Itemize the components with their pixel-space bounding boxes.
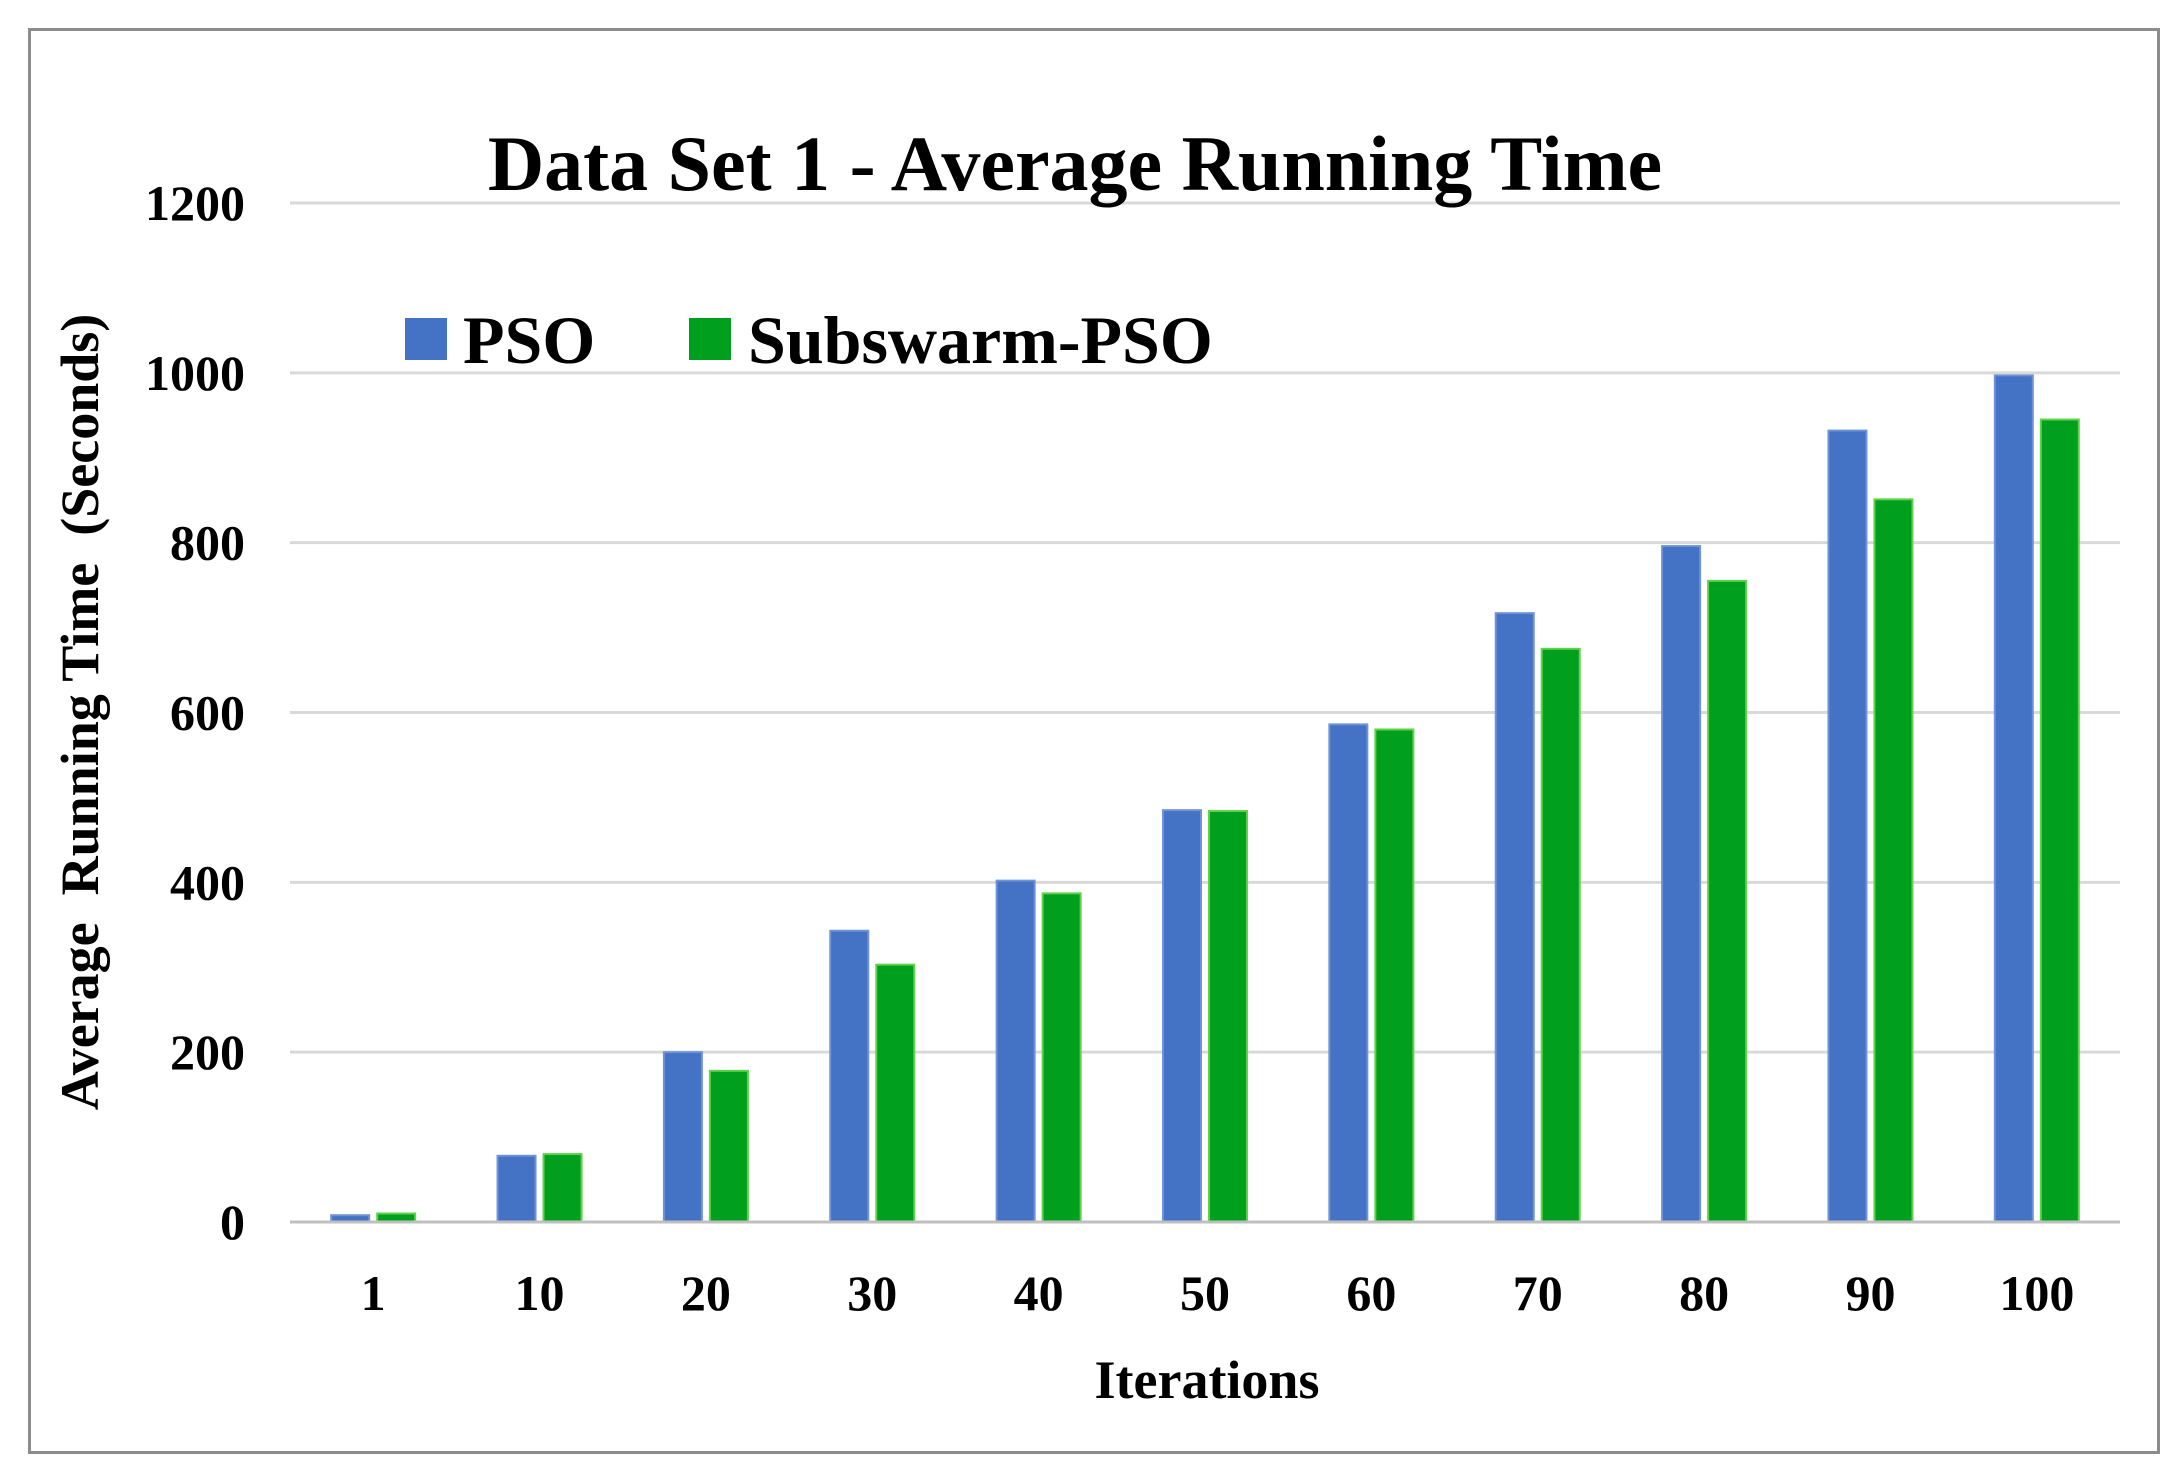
y-tick-label: 200 (170, 1024, 245, 1080)
bar-subswarm-pso-30 (875, 963, 916, 1223)
x-tick-label: 100 (1999, 1265, 2074, 1321)
legend: PSO Subswarm-PSO (405, 302, 1213, 378)
bar-pso-90 (1827, 429, 1868, 1223)
bar-pso-60 (1328, 723, 1369, 1223)
bar-subswarm-pso-40 (1041, 892, 1082, 1223)
bar-subswarm-pso-20 (708, 1069, 749, 1224)
legend-swatch-subswarm-pso (689, 318, 731, 360)
legend-label-pso: PSO (463, 302, 595, 378)
y-tick-label: 600 (170, 685, 245, 741)
x-tick-label: 1 (361, 1265, 386, 1321)
chart-title: Data Set 1 - Average Running Time (488, 120, 1662, 207)
y-axis-label: Average Running Time (Seconds) (50, 314, 110, 1111)
x-axis-label: Iterations (1095, 1350, 1320, 1410)
y-tick-label: 1200 (145, 175, 245, 231)
x-tick-label: 70 (1513, 1265, 1563, 1321)
bar-subswarm-pso-10 (542, 1153, 583, 1223)
legend-swatch-pso (405, 318, 447, 360)
y-tick-label: 1000 (145, 345, 245, 401)
bar-subswarm-pso-80 (1707, 579, 1748, 1223)
bar-pso-70 (1494, 612, 1535, 1223)
bar-subswarm-pso-50 (1208, 810, 1248, 1224)
x-tick-label: 90 (1845, 1265, 1895, 1321)
x-tick-label: 20 (681, 1265, 731, 1321)
x-tick-label: 50 (1180, 1265, 1230, 1321)
bars (330, 374, 2080, 1224)
axes: 0 200 400 600 800 1000 1200 1 10 20 30 40 50 60 70 80 90… (145, 175, 2120, 1321)
bar-pso-40 (995, 879, 1036, 1223)
bar-pso-80 (1661, 545, 1702, 1223)
x-tick-label: 40 (1014, 1265, 1064, 1321)
bar-subswarm-pso-60 (1374, 728, 1415, 1223)
legend-label-subswarm-pso: Subswarm-PSO (748, 302, 1213, 378)
y-tick-label: 800 (170, 515, 245, 571)
bar-pso-30 (829, 929, 870, 1223)
x-tick-label: 30 (847, 1265, 897, 1321)
bar-pso-100 (1993, 374, 2034, 1223)
bar-pso-20 (662, 1051, 703, 1223)
bar-pso-10 (496, 1154, 537, 1224)
bar-pso-50 (1162, 809, 1202, 1223)
gridlines (290, 201, 2120, 1054)
x-tick-label: 60 (1346, 1265, 1396, 1321)
y-tick-label: 400 (170, 854, 245, 910)
bar-subswarm-pso-100 (2039, 418, 2080, 1224)
bar-subswarm-pso-90 (1873, 498, 1914, 1223)
x-tick-label: 80 (1679, 1265, 1729, 1321)
bar-subswarm-pso-70 (1540, 647, 1581, 1223)
y-tick-label: 0 (220, 1194, 245, 1250)
x-tick-label: 10 (515, 1265, 565, 1321)
